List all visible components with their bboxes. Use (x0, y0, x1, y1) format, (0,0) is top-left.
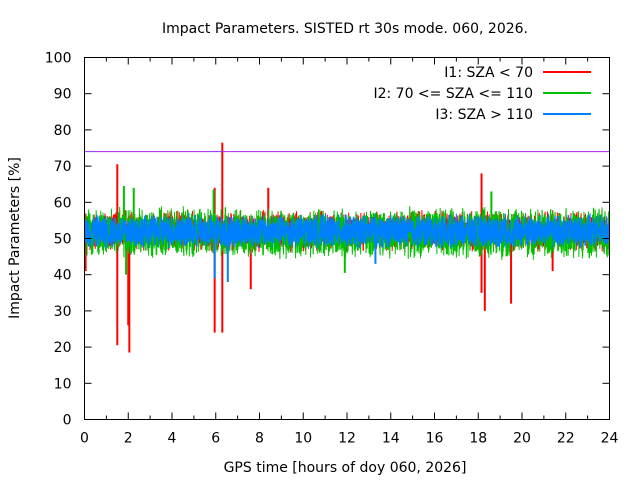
x-tick-label-18: 18 (469, 431, 487, 447)
y-tick-label-80: 80 (54, 123, 72, 139)
x-tick-label-6: 6 (211, 431, 220, 447)
x-tick-label-12: 12 (338, 431, 356, 447)
x-tick-label-10: 10 (294, 431, 312, 447)
y-tick-label-0: 0 (63, 413, 72, 429)
y-tick-label-30: 30 (54, 304, 72, 320)
legend-label-2: I2: 70 <= SZA <= 110 (373, 86, 533, 102)
series-3 (84, 213, 610, 282)
x-tick-label-4: 4 (168, 431, 177, 447)
series-3-trace (84, 213, 610, 249)
y-tick-label-10: 10 (54, 376, 72, 392)
y-axis-label: Impact Parameters [%] (7, 157, 23, 319)
plot-series-layer (84, 142, 610, 353)
legend-label-3: I3: SZA > 110 (435, 107, 533, 123)
x-tick-label-8: 8 (255, 431, 264, 447)
y-tick-label-70: 70 (54, 159, 72, 175)
series-2-trace (84, 206, 610, 260)
x-tick-label-16: 16 (426, 431, 444, 447)
y-tick-label-20: 20 (54, 340, 72, 356)
y-tick-label-60: 60 (54, 195, 72, 211)
x-tick-label-24: 24 (601, 431, 619, 447)
x-tick-label-22: 22 (557, 431, 575, 447)
x-tick-label-14: 14 (382, 431, 400, 447)
x-axis-label: GPS time [hours of doy 060, 2026] (224, 460, 467, 476)
legend: I1: SZA < 70 I2: 70 <= SZA <= 110 I3: SZA … (373, 65, 591, 123)
y-axis: 0 10 20 30 40 50 60 70 80 90 100 (45, 51, 610, 429)
legend-label-1: I1: SZA < 70 (444, 65, 533, 81)
x-tick-label-2: 2 (124, 431, 133, 447)
x-axis: 0 2 4 6 8 10 12 14 16 18 20 22 24 (80, 57, 619, 447)
x-tick-label-20: 20 (513, 431, 531, 447)
y-tick-label-100: 100 (45, 51, 72, 67)
x-tick-label-0: 0 (80, 431, 89, 447)
y-tick-label-90: 90 (54, 87, 72, 103)
y-tick-label-40: 40 (54, 268, 72, 284)
y-tick-label-50: 50 (54, 232, 72, 248)
chart-title: Impact Parameters. SISTED rt 30s mode. 0… (162, 21, 528, 37)
